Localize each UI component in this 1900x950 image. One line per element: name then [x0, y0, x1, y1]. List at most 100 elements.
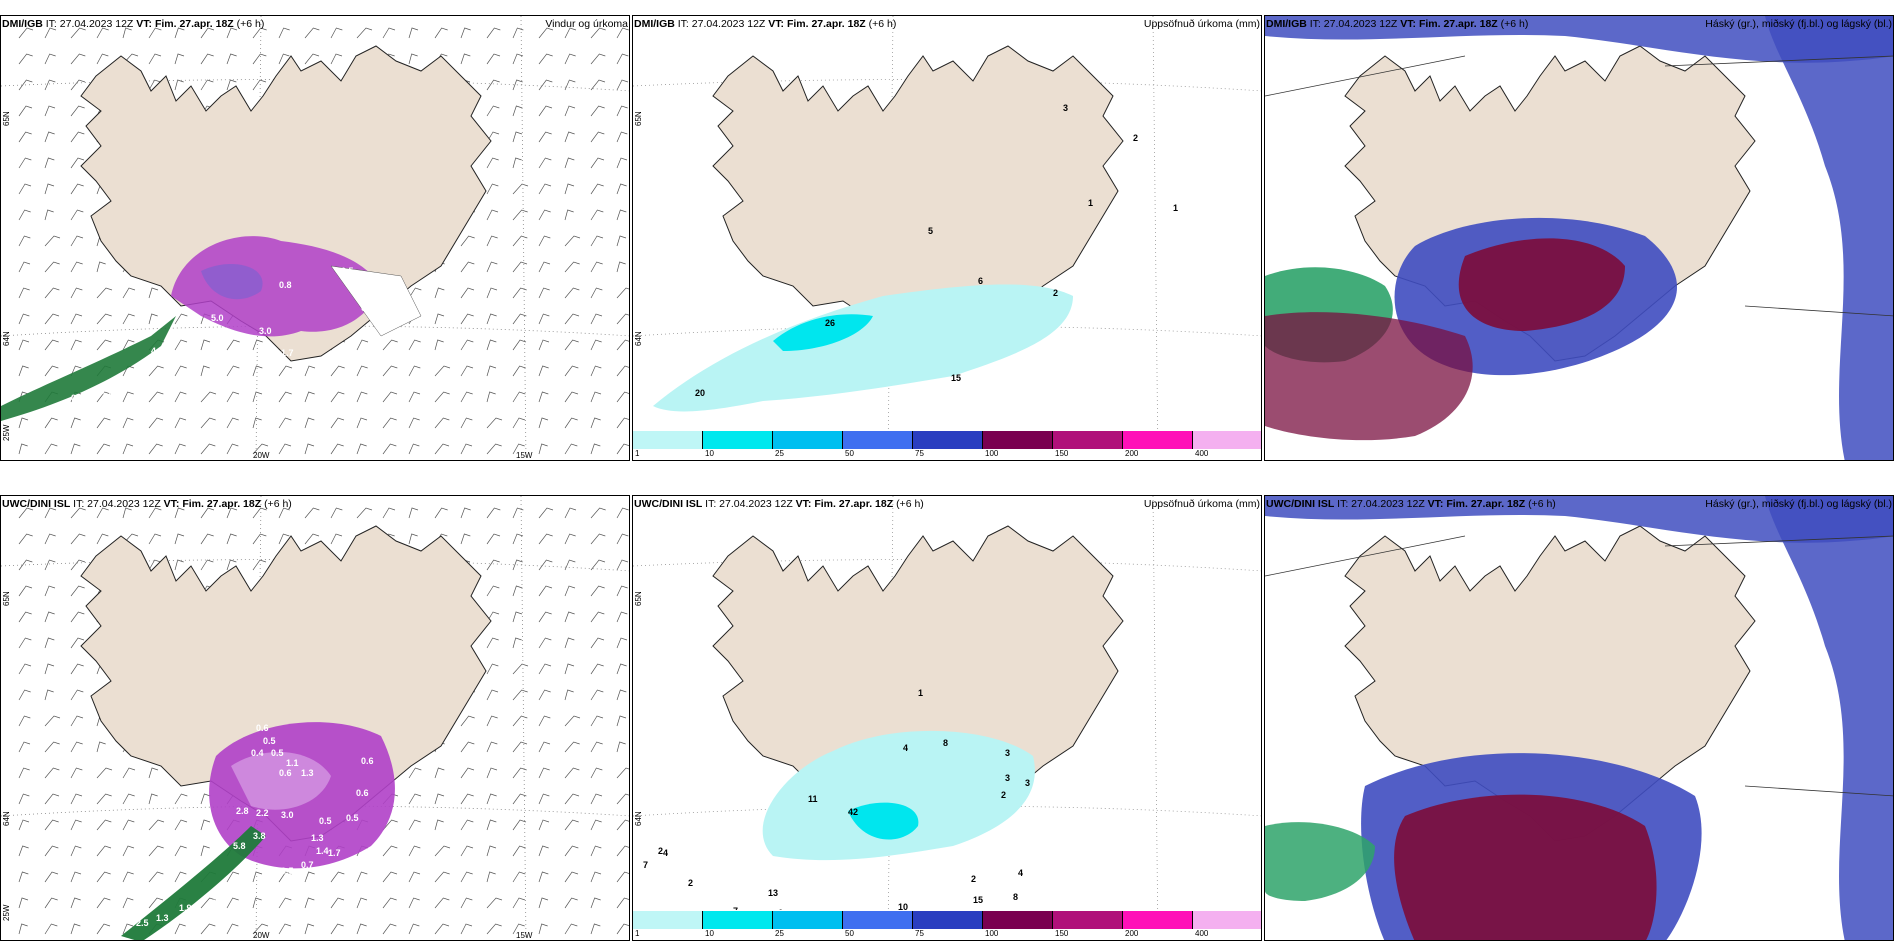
wind-barb — [70, 313, 83, 325]
wind-barb — [18, 261, 31, 273]
wind-barb — [616, 871, 629, 883]
wind-barb — [44, 417, 58, 429]
wind-barb — [304, 507, 320, 519]
wind-barb — [96, 27, 109, 39]
wind-barb — [434, 391, 450, 403]
colorbar-swatch — [913, 911, 983, 929]
wind-barb — [616, 793, 629, 805]
value-label: 3.8 — [253, 831, 266, 841]
value-label: 1 — [1088, 198, 1093, 208]
wind-barb — [616, 637, 628, 649]
wind-barb — [122, 287, 136, 299]
field-name: Vindur og úrkoma — [545, 18, 628, 30]
wind-barb — [590, 261, 603, 273]
wind-barb — [278, 27, 290, 39]
wind-barb — [538, 391, 549, 403]
wind-barb — [486, 235, 498, 247]
wind-barb — [564, 53, 576, 65]
meridian-line — [520, 16, 527, 460]
axis-label: 65N — [634, 591, 643, 606]
valid-time: Fim. 27.apr. 18Z — [1446, 498, 1526, 510]
wind-barb — [174, 391, 187, 403]
projection-line — [1265, 535, 1466, 577]
wind-barb — [512, 741, 528, 753]
wind-barb — [70, 261, 83, 273]
wind-barb — [278, 533, 290, 545]
wind-barb — [486, 157, 499, 169]
wind-barb — [564, 845, 579, 857]
wind-barb — [44, 443, 58, 455]
meridian-line — [520, 496, 527, 940]
wind-barb — [382, 507, 396, 519]
value-label: 1 — [918, 688, 923, 698]
wind-barb — [200, 391, 217, 403]
wind-barb — [252, 417, 262, 429]
value-label: 3.0 — [281, 810, 294, 820]
wind-barb — [486, 767, 498, 779]
value-label: 2.2 — [256, 808, 269, 818]
wind-barb — [70, 27, 86, 39]
wind-barb — [122, 27, 132, 39]
wind-barb — [538, 235, 551, 247]
wind-barb — [434, 339, 444, 351]
wind-barb — [434, 767, 445, 779]
wind-barb — [590, 897, 601, 909]
wind-barb — [512, 507, 524, 519]
snow-band — [121, 826, 266, 940]
wind-barb — [460, 365, 474, 377]
axis-label: 25W — [2, 424, 11, 441]
colorbar-tick: 75 — [915, 449, 924, 458]
wind-barb — [512, 235, 528, 247]
wind-barb — [174, 27, 185, 39]
wind-barb — [538, 923, 548, 935]
wind-barb — [538, 339, 550, 351]
wind-barb — [564, 339, 579, 351]
axis-label: 15W — [516, 931, 533, 940]
wind-barb — [382, 339, 398, 351]
wind-barb — [486, 443, 502, 455]
value-label: 26 — [825, 318, 835, 328]
wind-barb — [226, 79, 237, 91]
colorbar-tick: 100 — [985, 929, 999, 938]
init-time: IT: 27.04.2023 12Z — [1309, 18, 1398, 30]
wind-barb — [356, 897, 368, 909]
snow-band — [1, 316, 176, 421]
value-label: 2 — [1053, 288, 1058, 298]
projection-line — [1664, 55, 1893, 67]
wind-barb — [486, 923, 502, 935]
wind-barb — [200, 897, 216, 909]
low-cloud — [1765, 496, 1893, 940]
panel-title-4: UWC/DINI ISL IT: 27.04.2023 12Z VT: Fim.… — [0, 496, 632, 512]
wind-barb — [382, 27, 396, 39]
high-cloud — [1265, 822, 1375, 901]
wind-barb — [148, 507, 162, 519]
value-labels: 0.8 0.5 0.3 5.0 3.0 1.7 1.6 4.9 0.2 2.2 0.5 — [71, 266, 394, 403]
wind-barb — [330, 923, 344, 935]
value-label: 2.0 — [211, 898, 224, 908]
wind-barb — [486, 793, 497, 805]
wind-barb — [44, 27, 57, 39]
wind-barb — [382, 443, 397, 455]
colorbar-swatch — [1193, 911, 1261, 929]
wind-barb — [460, 741, 475, 753]
wind-barb — [460, 235, 475, 247]
accum-light — [653, 284, 1073, 412]
wind-barb — [330, 871, 345, 883]
map-dmi-clouds — [1265, 16, 1893, 460]
accum-light — [762, 730, 1035, 861]
wind-barb — [434, 871, 450, 883]
wind-barb — [460, 793, 474, 805]
colorbar-tick: 200 — [1125, 929, 1139, 938]
colorbar-swatch — [1123, 911, 1193, 929]
colorbar-swatch — [703, 431, 773, 449]
wind-barb — [564, 533, 576, 545]
wind-barb — [18, 793, 30, 805]
wind-barb — [460, 53, 471, 65]
value-label: 0.5 — [271, 748, 284, 758]
wind-barb — [512, 417, 526, 429]
wind-barb — [382, 417, 397, 429]
panel-title-1: DMI/IGB IT: 27.04.2023 12Z VT: Fim. 27.a… — [0, 16, 632, 32]
wind-barb — [70, 845, 82, 857]
colorbar-swatch — [1053, 431, 1123, 449]
value-label: 0.6 — [361, 756, 374, 766]
